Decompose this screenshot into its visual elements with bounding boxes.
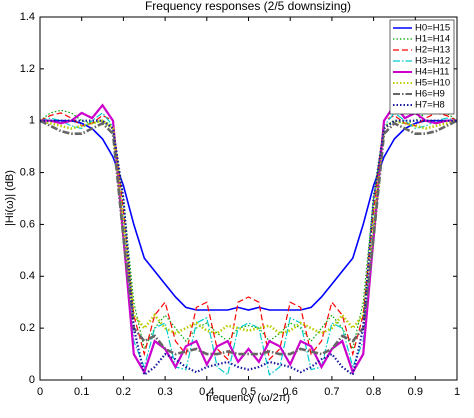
legend-label: H5=H10: [415, 78, 450, 89]
y-tick-label: 0: [29, 374, 35, 386]
chart-title: Frequency responses (2/5 downsizing): [145, 0, 351, 13]
y-tick-label: 1: [29, 115, 35, 127]
legend-box: [389, 19, 455, 115]
x-tick-label: 0.9: [408, 386, 423, 398]
y-tick-label: 1.2: [20, 63, 35, 75]
y-tick-label: 0.4: [20, 270, 35, 282]
x-tick-label: 0.2: [116, 386, 131, 398]
legend-label: H4=H11: [415, 67, 449, 78]
series-line: [39, 112, 458, 361]
y-tick-label: 1.4: [20, 11, 35, 23]
legend-label: H6=H9: [415, 89, 445, 100]
legend-label: H0=H15: [415, 23, 450, 34]
x-axis-label: frequency (ω/2π): [206, 392, 290, 404]
series-line: [40, 119, 457, 311]
legend-label: H2=H13: [415, 45, 450, 56]
y-tick-label: 0.2: [20, 322, 35, 334]
x-tick-label: 0.6: [283, 386, 298, 398]
x-tick-label: 0.5: [241, 386, 256, 398]
series-line: [39, 119, 458, 335]
plot-frame: [39, 16, 458, 381]
y-tick-label: 0.8: [20, 166, 35, 178]
series-line: [39, 112, 458, 376]
series-line: [40, 103, 457, 375]
series-line: [39, 119, 458, 356]
legend-label: H3=H12: [415, 56, 450, 67]
series-line: [40, 119, 457, 377]
series-line: [39, 109, 458, 351]
legend-label: H1=H14: [415, 34, 450, 45]
y-tick-label: 0.6: [20, 218, 35, 230]
x-tick-label: 0.7: [324, 386, 339, 398]
x-tick-label: 0.4: [199, 386, 214, 398]
x-tick-label: 0.8: [366, 386, 381, 398]
x-tick-label: 0.3: [157, 386, 172, 398]
x-tick-label: 0: [37, 386, 43, 398]
y-axis-label: |Hi(ω)| (dB): [4, 170, 16, 226]
legend-label: H7=H8: [415, 100, 445, 111]
x-tick-label: 1: [454, 386, 460, 398]
x-tick-label: 0.1: [74, 386, 89, 398]
